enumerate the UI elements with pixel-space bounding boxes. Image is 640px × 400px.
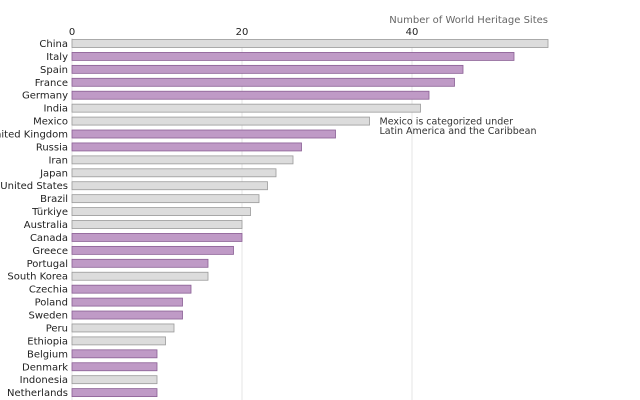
bar-china bbox=[71, 39, 549, 48]
bar-spain bbox=[71, 64, 464, 74]
x-tick-label: 40 bbox=[406, 27, 419, 38]
bar-russia bbox=[71, 142, 302, 152]
category-label: Denmark bbox=[22, 362, 68, 373]
bar-iran bbox=[71, 155, 294, 165]
bar-netherlands bbox=[71, 388, 158, 398]
bar-india bbox=[71, 103, 421, 113]
category-label: India bbox=[43, 104, 68, 115]
bar-mexico bbox=[71, 116, 370, 126]
category-label: Peru bbox=[46, 323, 68, 334]
bar-denmark bbox=[71, 362, 158, 372]
category-label: United States bbox=[0, 181, 68, 192]
bar-t-rkiye bbox=[71, 207, 251, 216]
category-label: China bbox=[39, 39, 68, 50]
category-label: United Kingdom bbox=[0, 130, 68, 141]
bar-united-kingdom bbox=[71, 129, 336, 139]
category-label: Indonesia bbox=[20, 375, 68, 386]
category-label: Sweden bbox=[28, 311, 68, 322]
bar-ethiopia bbox=[71, 336, 166, 346]
category-label: South Korea bbox=[7, 272, 68, 283]
bar-italy bbox=[71, 52, 515, 61]
bar-germany bbox=[71, 90, 430, 100]
bar-brazil bbox=[71, 194, 260, 204]
category-label: Australia bbox=[24, 220, 68, 231]
bar-australia bbox=[71, 220, 243, 229]
category-label: Czechia bbox=[29, 285, 68, 296]
annotation-line-1: Mexico is categorized under bbox=[380, 117, 514, 128]
category-label: Russia bbox=[36, 142, 68, 153]
category-label: Türkiye bbox=[31, 207, 68, 218]
category-label: Germany bbox=[22, 91, 68, 102]
bar-poland bbox=[71, 297, 183, 307]
bar-indonesia bbox=[71, 375, 158, 385]
bar-portugal bbox=[71, 258, 209, 268]
bar-sweden bbox=[71, 310, 183, 320]
bar-canada bbox=[71, 233, 243, 242]
x-axis-ticks: 0 20 40 bbox=[69, 27, 419, 38]
bar-greece bbox=[71, 245, 234, 255]
bar-united-states bbox=[71, 181, 268, 191]
category-label: Mexico bbox=[33, 117, 68, 128]
bar-czechia bbox=[71, 284, 192, 294]
category-label: Spain bbox=[40, 65, 68, 76]
category-label: Japan bbox=[39, 168, 68, 179]
category-label: Greece bbox=[32, 246, 68, 257]
x-tick-label: 0 bbox=[69, 27, 75, 38]
annotation-line-2: Latin America and the Caribbean bbox=[380, 126, 537, 137]
category-label: Canada bbox=[30, 233, 68, 244]
bar-peru bbox=[71, 323, 175, 333]
bar-japan bbox=[71, 168, 277, 178]
category-label: Iran bbox=[48, 155, 68, 166]
category-label: France bbox=[35, 78, 68, 89]
bar-france bbox=[71, 77, 455, 87]
category-label: Italy bbox=[46, 52, 68, 63]
x-axis-title: Number of World Heritage Sites bbox=[389, 15, 548, 26]
bar-belgium bbox=[71, 349, 158, 359]
category-label: Belgium bbox=[27, 349, 68, 360]
bar-south-korea bbox=[71, 271, 209, 281]
category-label: Poland bbox=[35, 298, 68, 309]
x-tick-label: 20 bbox=[236, 27, 249, 38]
bars bbox=[71, 39, 549, 398]
category-label: Netherlands bbox=[7, 388, 68, 399]
category-labels: China Italy Spain France Germany India Mexico U… bbox=[0, 39, 68, 399]
category-label: Portugal bbox=[27, 259, 68, 270]
category-label: Ethiopia bbox=[27, 336, 68, 347]
category-label: Brazil bbox=[40, 194, 68, 205]
